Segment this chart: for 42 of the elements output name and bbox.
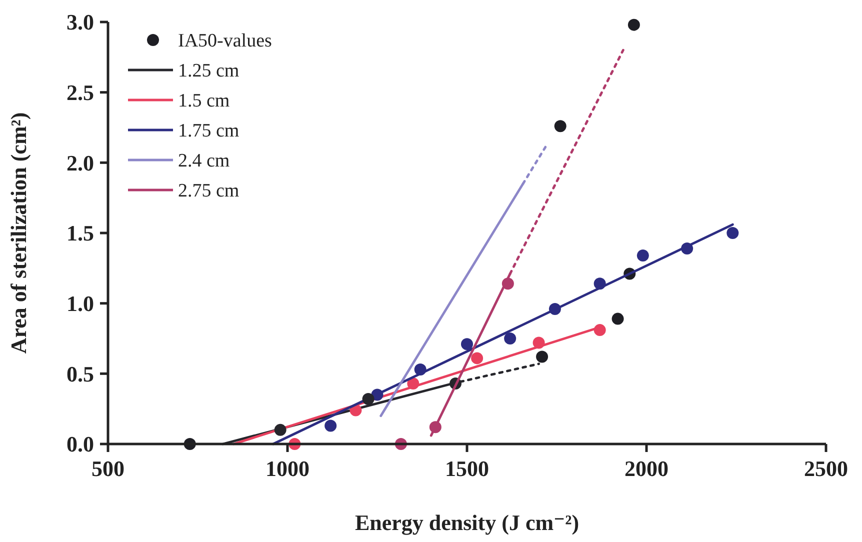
legend-label: 1.5 cm [178,90,230,112]
point [532,336,545,349]
point [594,278,606,290]
x-tick-label: 500 [92,456,124,481]
y-tick-label: 1.5 [66,220,94,246]
y-tick-label: 1.0 [66,291,94,316]
point [407,378,420,390]
y-tick-label: 0.0 [66,432,94,457]
point [536,350,548,363]
y-tick-label: 2.0 [66,150,94,176]
point [548,302,561,315]
point [726,227,739,239]
point [274,424,286,436]
point [636,250,649,262]
point [594,324,606,336]
point [681,242,694,254]
legend-label: 2.4 cm [178,150,230,172]
point [471,352,484,364]
x-axis-title: Energy density (J cm⁻²) [354,510,580,535]
x-tick-label: 2500 [804,456,848,481]
point [362,392,374,405]
legend-label: 1.75 cm [178,120,240,142]
y-tick-label: 3.0 [66,10,94,35]
y-axis-title: Area of sterilization (cm²) [6,112,31,354]
legend-label: 2.75 cm [178,180,240,202]
point [554,120,566,132]
y-tick-label: 2.5 [66,80,94,106]
point [371,388,384,401]
point [461,338,473,350]
point [414,363,426,376]
point [612,312,624,325]
x-tick-label: 2000 [624,456,668,481]
point [429,421,442,434]
point [628,18,640,31]
point [504,332,516,344]
x-tick-label: 1000 [266,456,310,481]
legend-label: 1.25 cm [178,60,240,82]
point [502,278,514,290]
x-tick-label: 1500 [445,456,489,481]
point [324,420,337,432]
legend-label: IA50-values [178,30,272,52]
y-tick-label: 0.5 [66,361,94,386]
